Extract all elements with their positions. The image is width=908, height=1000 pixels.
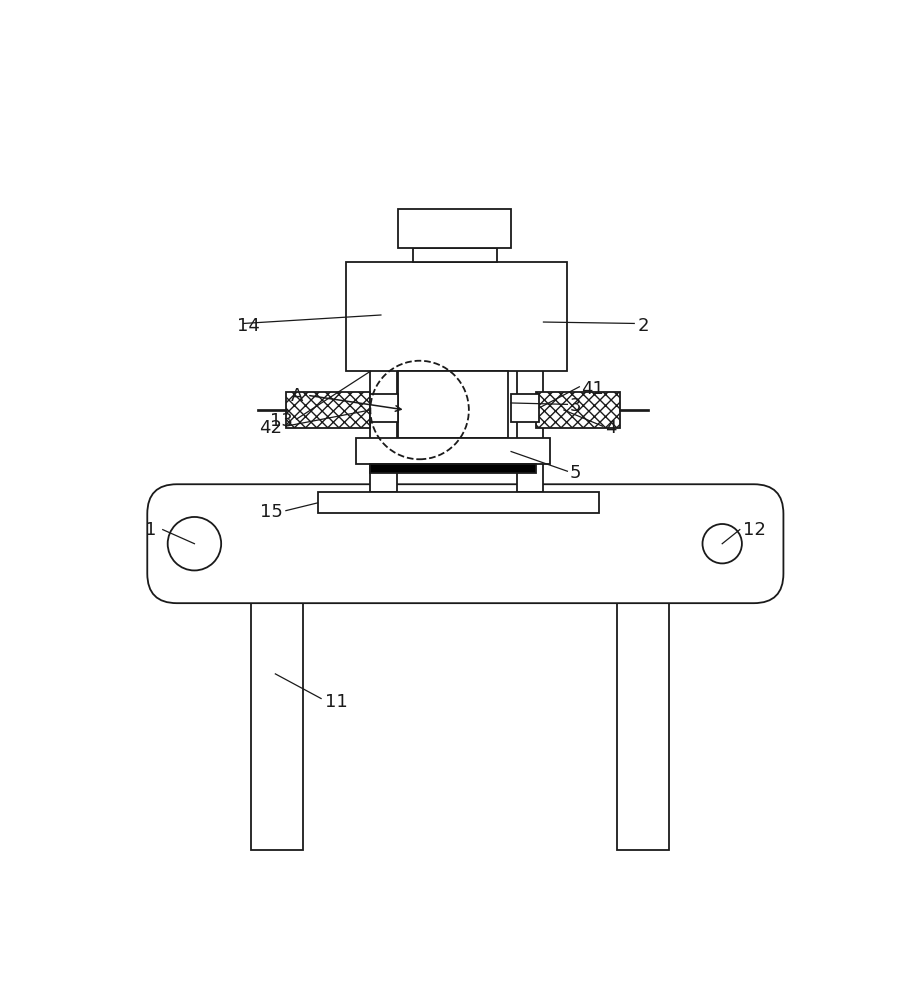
Text: 41: 41 bbox=[581, 380, 605, 398]
Text: 11: 11 bbox=[325, 693, 348, 711]
Bar bbox=[399, 209, 511, 248]
Text: 13: 13 bbox=[270, 412, 293, 430]
FancyBboxPatch shape bbox=[147, 484, 784, 603]
Bar bbox=[536, 392, 620, 428]
Text: 12: 12 bbox=[744, 521, 766, 539]
Bar bbox=[370, 394, 399, 422]
Bar bbox=[346, 262, 568, 371]
Bar bbox=[517, 274, 544, 492]
Text: A: A bbox=[291, 387, 303, 405]
Bar bbox=[370, 274, 397, 492]
Text: 4: 4 bbox=[605, 419, 617, 437]
Text: 3: 3 bbox=[569, 397, 581, 415]
Bar bbox=[617, 582, 669, 850]
Bar bbox=[412, 248, 497, 262]
Bar bbox=[511, 394, 539, 422]
Bar bbox=[286, 392, 370, 428]
Text: 42: 42 bbox=[260, 419, 282, 437]
Text: 1: 1 bbox=[145, 521, 156, 539]
Text: 2: 2 bbox=[637, 317, 649, 335]
Text: 5: 5 bbox=[569, 464, 581, 482]
Bar bbox=[318, 492, 599, 513]
Bar bbox=[370, 464, 536, 473]
Bar bbox=[399, 371, 508, 438]
Text: 14: 14 bbox=[237, 317, 260, 335]
Bar bbox=[356, 438, 550, 464]
Text: 15: 15 bbox=[260, 503, 282, 521]
Bar bbox=[251, 582, 303, 850]
